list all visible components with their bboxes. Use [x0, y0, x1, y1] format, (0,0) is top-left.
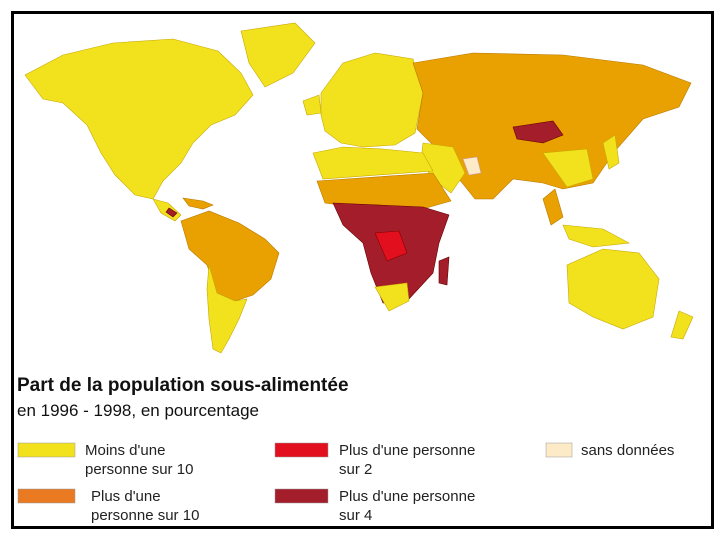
legend-label: Moins d'une: [85, 442, 165, 459]
greenland: [240, 22, 316, 88]
legend-label: personne sur 10: [85, 461, 193, 478]
legend: Moins d'une personne sur 10 Plus d'une pers…: [17, 442, 674, 524]
indonesia: [562, 224, 630, 248]
world-map: [24, 22, 694, 354]
north-africa: [312, 146, 434, 180]
map-figure: Part de la population sous-alimentée en …: [17, 22, 694, 524]
north-america: [24, 38, 254, 200]
central-america: [152, 198, 182, 222]
legend-swatch: [274, 488, 329, 504]
legend-label: personne sur 10: [91, 507, 199, 524]
legend-label: Plus d'une: [91, 488, 161, 505]
legend-label: Plus d'une personne: [339, 488, 475, 505]
japan: [602, 134, 620, 170]
legend-label: sans données: [581, 442, 674, 459]
legend-swatch: [545, 442, 573, 458]
uk: [302, 94, 322, 116]
southeast-asia: [542, 188, 564, 226]
south-america-orange: [180, 210, 280, 302]
mongolia: [512, 120, 564, 144]
europe: [320, 52, 424, 148]
south-america-south: [206, 264, 248, 354]
south-africa: [374, 282, 410, 312]
caribbean: [182, 197, 214, 210]
legend-swatch: [17, 488, 76, 504]
legend-label: sur 2: [339, 461, 372, 478]
legend-label: sur 4: [339, 507, 372, 524]
frame: Part de la population sous-alimentée en …: [11, 11, 714, 529]
legend-swatch: [17, 442, 76, 458]
china-east: [542, 148, 594, 188]
new-zealand: [670, 310, 694, 340]
congo: [374, 230, 408, 262]
no-data-area: [462, 156, 482, 176]
central-america-dark: [165, 207, 178, 218]
australia: [566, 248, 660, 330]
map-title: Part de la population sous-alimentée: [17, 375, 349, 396]
madagascar: [438, 256, 450, 286]
map-subtitle: en 1996 - 1998, en pourcentage: [17, 401, 259, 420]
legend-swatch: [274, 442, 329, 458]
legend-label: Plus d'une personne: [339, 442, 475, 459]
